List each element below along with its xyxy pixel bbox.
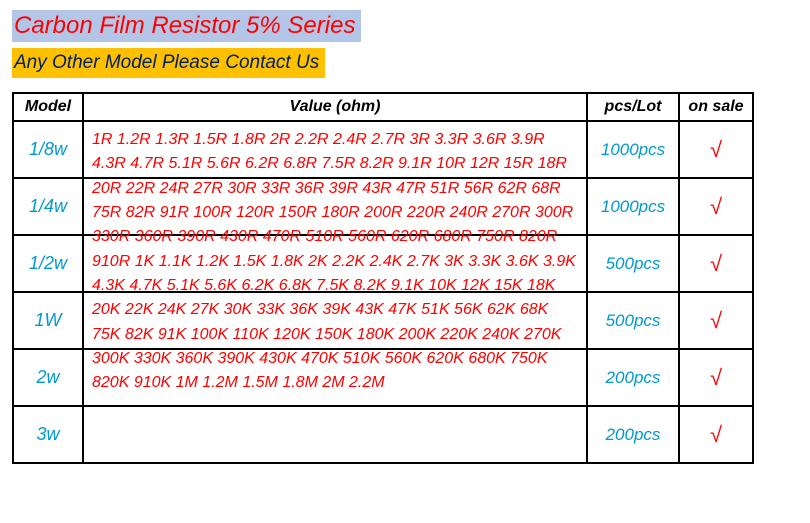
- page-title: Carbon Film Resistor 5% Series: [12, 10, 361, 42]
- cell-pcs: 500pcs: [587, 292, 679, 349]
- cell-value: [83, 292, 587, 349]
- cell-pcs: 200pcs: [587, 406, 679, 463]
- cell-value: [83, 121, 587, 178]
- cell-sale: √: [679, 292, 753, 349]
- col-model: Model: [13, 93, 83, 121]
- table-header-row: Model Value (ohm) pcs/Lot on sale: [13, 93, 753, 121]
- cell-model: 3w: [13, 406, 83, 463]
- cell-value: [83, 235, 587, 292]
- col-value: Value (ohm): [83, 93, 587, 121]
- table-wrap: Model Value (ohm) pcs/Lot on sale 1/8w 1…: [12, 92, 752, 464]
- resistor-table: Model Value (ohm) pcs/Lot on sale 1/8w 1…: [12, 92, 754, 464]
- col-sale: on sale: [679, 93, 753, 121]
- cell-sale: √: [679, 349, 753, 406]
- table-row: 1/4w 1000pcs √: [13, 178, 753, 235]
- cell-pcs: 1000pcs: [587, 121, 679, 178]
- cell-value: [83, 406, 587, 463]
- table-row: 1W 500pcs √: [13, 292, 753, 349]
- cell-model: 1/4w: [13, 178, 83, 235]
- cell-model: 1W: [13, 292, 83, 349]
- cell-value: [83, 349, 587, 406]
- cell-pcs: 500pcs: [587, 235, 679, 292]
- cell-value: [83, 178, 587, 235]
- cell-model: 2w: [13, 349, 83, 406]
- subtitle: Any Other Model Please Contact Us: [12, 48, 325, 78]
- table-row: 1/8w 1000pcs √: [13, 121, 753, 178]
- table-row: 3w 200pcs √: [13, 406, 753, 463]
- cell-sale: √: [679, 121, 753, 178]
- cell-pcs: 1000pcs: [587, 178, 679, 235]
- table-row: 1/2w 500pcs √: [13, 235, 753, 292]
- cell-model: 1/8w: [13, 121, 83, 178]
- cell-sale: √: [679, 178, 753, 235]
- cell-sale: √: [679, 406, 753, 463]
- cell-pcs: 200pcs: [587, 349, 679, 406]
- cell-sale: √: [679, 235, 753, 292]
- table-row: 2w 200pcs √: [13, 349, 753, 406]
- col-pcs: pcs/Lot: [587, 93, 679, 121]
- cell-model: 1/2w: [13, 235, 83, 292]
